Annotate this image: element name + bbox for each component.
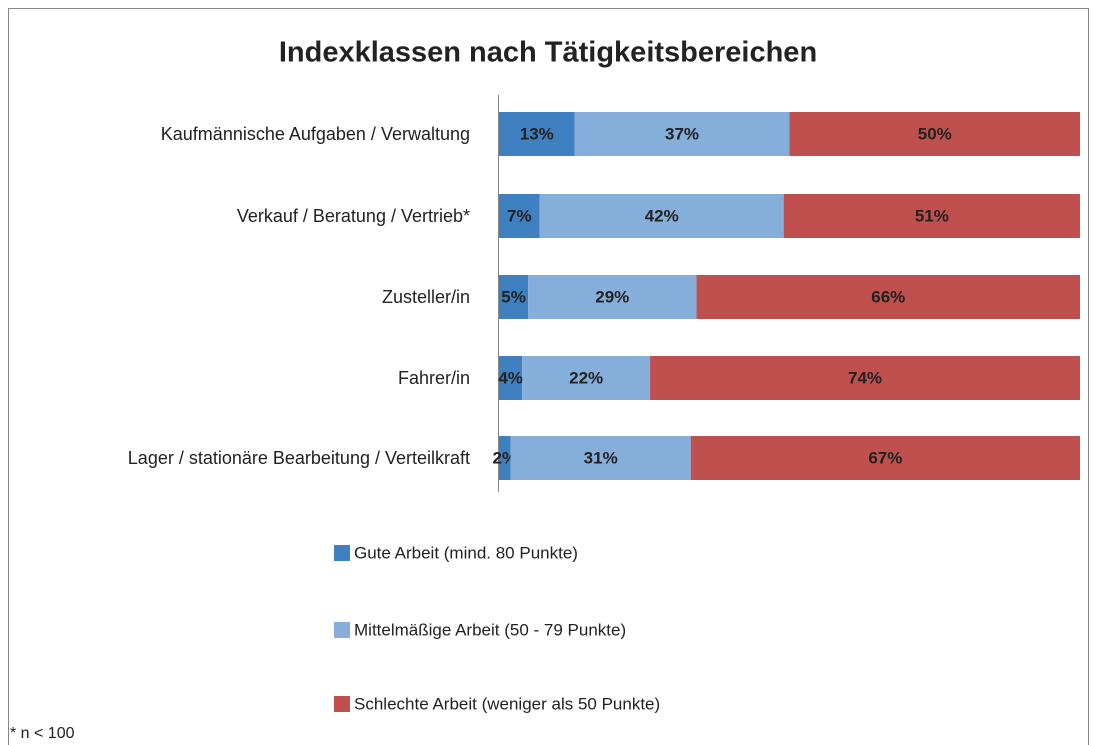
category-text: Fahrer/in xyxy=(397,368,470,388)
bar-segment xyxy=(522,356,651,400)
bar-segment xyxy=(510,436,691,480)
data-label: 4% xyxy=(498,368,523,387)
legend-swatch xyxy=(334,545,350,561)
chart-title: Indexklassen nach Tätigkeitsbereichen xyxy=(279,37,817,69)
data-label: 22% xyxy=(569,368,603,387)
category-text: Zusteller/in xyxy=(381,287,470,307)
legend-label: Gute Arbeit (mind. 80 Punkte) xyxy=(354,543,578,562)
data-label: 42% xyxy=(645,206,679,225)
data-label: 29% xyxy=(595,287,629,306)
data-label: 13% xyxy=(520,124,554,143)
category-label: Fahrer/in xyxy=(398,363,470,393)
bar-segment xyxy=(574,112,790,156)
category-text: Verkauf / Beratung / Vertrieb* xyxy=(236,206,470,226)
category-label: Lager / stationäre Bearbeitung / Verteil… xyxy=(128,443,470,473)
data-label: 37% xyxy=(665,124,699,143)
bar-segment xyxy=(528,275,697,319)
legend-swatch xyxy=(334,696,350,712)
category-label: Verkauf / Beratung / Vertrieb* xyxy=(237,201,470,231)
bar-segment xyxy=(650,356,1080,400)
legend-label: Mittelmäßige Arbeit (50 - 79 Punkte) xyxy=(354,620,626,639)
data-label: 5% xyxy=(501,287,526,306)
category-text: Lager / stationäre Bearbeitung / Verteil… xyxy=(127,448,470,468)
legend-swatch xyxy=(334,622,350,638)
bar-segment xyxy=(499,194,540,238)
bar-segment xyxy=(696,275,1080,319)
data-label: 66% xyxy=(871,287,905,306)
bar-segment xyxy=(783,194,1080,238)
footnote: * n < 100 xyxy=(10,725,75,742)
bar-segment xyxy=(499,275,529,319)
category-label: Kaufmännische Aufgaben / Verwaltung xyxy=(161,119,470,149)
data-label: 7% xyxy=(507,206,532,225)
data-label: 67% xyxy=(868,448,902,467)
bar-segment xyxy=(690,436,1080,480)
data-label: 74% xyxy=(848,368,882,387)
bar-segment xyxy=(499,356,523,400)
category-label: Zusteller/in xyxy=(382,282,470,312)
bar-segment xyxy=(789,112,1080,156)
bar-segment xyxy=(539,194,784,238)
bar-segment xyxy=(499,436,511,480)
category-text: Kaufmännische Aufgaben / Verwaltung xyxy=(160,124,470,144)
data-label: 51% xyxy=(915,206,949,225)
chart-border xyxy=(8,8,1089,745)
data-label: 50% xyxy=(918,124,952,143)
data-label: 31% xyxy=(584,448,618,467)
legend-label: Schlechte Arbeit (weniger als 50 Punkte) xyxy=(354,694,660,713)
bar-segment xyxy=(499,112,575,156)
